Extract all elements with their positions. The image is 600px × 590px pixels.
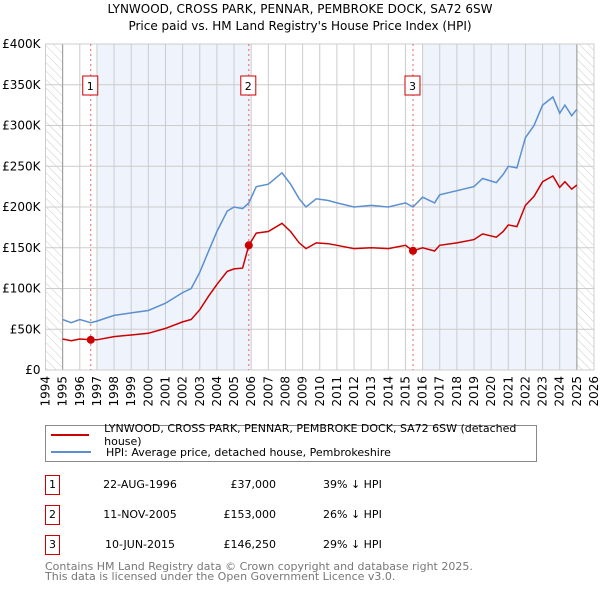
sale-label-box	[240, 75, 257, 96]
x-tick-label: 1999	[124, 376, 138, 407]
sale-point	[408, 246, 417, 255]
y-tick-label: £150K	[2, 241, 42, 255]
y-tick-label: £300K	[2, 119, 42, 133]
x-tick-label: 1994	[39, 376, 53, 407]
x-tick-label: 1997	[90, 376, 104, 407]
legend-label-hpi: HPI: Average price, detached house, Pemb…	[106, 445, 391, 459]
plot-border	[45, 43, 595, 371]
sale-price: £37,000	[230, 478, 277, 491]
x-tick-label: 2004	[210, 376, 224, 407]
footer-copyright: Contains HM Land Registry data © Crown c…	[45, 560, 473, 573]
x-tick-label: 2019	[467, 376, 481, 407]
y-tick-label: £250K	[2, 159, 42, 173]
sale-date: 11-NOV-2005	[103, 508, 177, 521]
sale-hpi-diff: 39% ↓ HPI	[323, 478, 382, 491]
legend-item-price: LYNWOOD, CROSS PARK, PENNAR, PEMBROKE DO…	[46, 422, 536, 448]
legend-swatch-price	[51, 434, 90, 436]
x-tick-label: 2018	[450, 376, 464, 407]
y-tick-label: £50K	[10, 322, 42, 336]
sale-label-box	[404, 75, 421, 96]
x-tick-label: 2003	[193, 376, 207, 407]
y-tick-label: £100K	[2, 282, 42, 296]
x-tick-label: 2015	[398, 376, 412, 407]
sale-price: £153,000	[223, 508, 277, 521]
x-tick-label: 2000	[141, 376, 155, 407]
sale-hpi-diff: 29% ↓ HPI	[323, 538, 382, 551]
sale-number: 1	[45, 475, 60, 495]
legend-item-hpi: HPI: Average price, detached house, Pemb…	[46, 444, 391, 460]
sale-hpi-diff: 26% ↓ HPI	[323, 508, 382, 521]
x-tick-label: 2009	[296, 376, 310, 407]
x-tick-label: 2021	[501, 376, 515, 407]
x-tick-label: 2006	[244, 376, 258, 407]
x-tick-label: 2014	[381, 376, 395, 407]
hpi-line	[62, 95, 578, 324]
x-tick-label: 2005	[227, 376, 241, 407]
legend: LYNWOOD, CROSS PARK, PENNAR, PEMBROKE DO…	[45, 422, 537, 462]
x-tick-label: 1998	[107, 376, 121, 407]
sale-label: 2	[245, 80, 252, 93]
sale-row: 1 22-AUG-1996 £37,000 39% ↓ HPI	[45, 475, 545, 495]
sale-row: 2 11-NOV-2005 £153,000 26% ↓ HPI	[45, 505, 545, 525]
footer-licence: This data is licensed under the Open Gov…	[45, 570, 396, 583]
sale-label: 1	[87, 80, 94, 93]
chart-subtitle: Price paid vs. HM Land Registry's House …	[128, 19, 472, 33]
y-tick-label: £0	[25, 363, 40, 377]
sale-point	[244, 241, 253, 250]
sale-point	[86, 335, 95, 344]
sale-label: 3	[409, 80, 416, 93]
x-tick-label: 2013	[364, 376, 378, 407]
sale-label-box	[82, 75, 99, 96]
x-tick-label: 2017	[433, 376, 447, 407]
x-tick-label: 2016	[416, 376, 430, 407]
x-tick-label: 1996	[73, 376, 87, 407]
chart: 1994 1995 1996 1997 1998 1999 2000 2001 2002 2003…	[2, 37, 600, 407]
legend-label-price: LYNWOOD, CROSS PARK, PENNAR, PEMBROKE DO…	[104, 422, 517, 448]
sale-row: 3 10-JUN-2015 £146,250 29% ↓ HPI	[45, 535, 545, 555]
x-tick-label: 2023	[536, 376, 550, 407]
x-tick-label: 2025	[570, 376, 584, 407]
y-tick-label: £200K	[2, 200, 42, 214]
x-tick-label: 2002	[176, 376, 190, 407]
sale-date: 22-AUG-1996	[103, 478, 177, 491]
legend-swatch-hpi	[51, 451, 91, 453]
x-tick-label: 2012	[347, 376, 361, 407]
x-tick-label: 1995	[56, 376, 70, 407]
y-tick-label: £350K	[2, 78, 42, 92]
y-tick-label: £400K	[2, 37, 42, 51]
sale-price: £146,250	[223, 538, 277, 551]
price-paid-line	[62, 174, 578, 342]
sale-date: 10-JUN-2015	[104, 538, 176, 551]
x-tick-label: 2010	[313, 376, 327, 407]
x-tick-label: 2007	[261, 376, 275, 407]
x-tick-label: 2026	[587, 376, 600, 407]
chart-title: LYNWOOD, CROSS PARK, PENNAR, PEMBROKE DO…	[107, 2, 493, 16]
x-tick-label: 2008	[278, 376, 292, 407]
x-tick-label: 2001	[158, 376, 172, 407]
x-tick-label: 2011	[330, 376, 344, 407]
sale-number: 3	[45, 535, 60, 555]
sale-number: 2	[45, 505, 60, 525]
x-tick-label: 2020	[484, 376, 498, 407]
x-tick-label: 2024	[553, 376, 567, 407]
x-tick-label: 2022	[518, 376, 532, 407]
